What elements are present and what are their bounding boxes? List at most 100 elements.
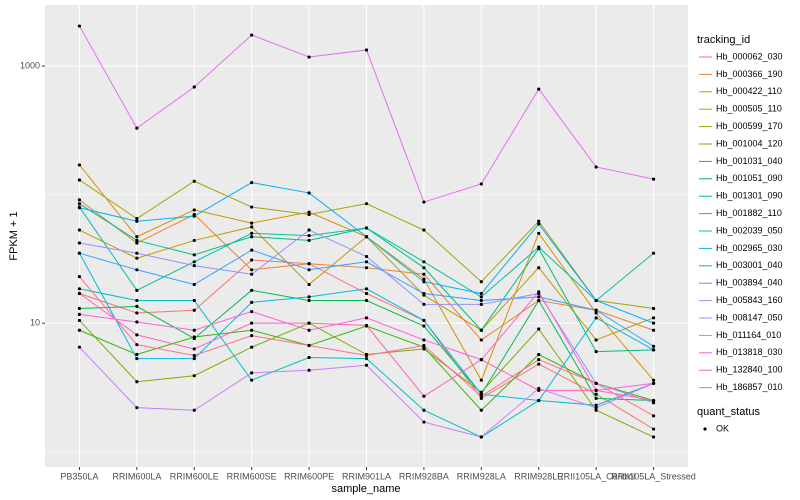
data-point — [651, 316, 656, 320]
data-point — [77, 206, 82, 210]
data-point — [307, 295, 311, 299]
x-tick-label: RRIM600SE — [227, 471, 277, 481]
data-point — [77, 328, 82, 332]
data-point — [192, 328, 196, 332]
data-point — [422, 228, 426, 232]
y-tick-label: 10 — [30, 318, 40, 328]
data-point — [250, 345, 254, 349]
data-point — [594, 403, 598, 407]
data-point — [594, 381, 598, 385]
data-point — [135, 320, 139, 324]
x-tick-label: RRIM928BA — [399, 471, 449, 481]
legend-label: Hb_013818_030 — [716, 347, 783, 357]
data-point — [192, 353, 196, 358]
x-tick-label: RRIM928LA — [457, 471, 506, 481]
legend-label: Hb_001301_090 — [716, 191, 783, 201]
data-point — [77, 251, 82, 255]
data-point — [364, 353, 369, 358]
data-point — [77, 318, 82, 323]
data-point — [77, 202, 82, 206]
data-point — [77, 275, 82, 279]
data-point — [192, 298, 196, 303]
legend-label: Hb_002965_030 — [716, 243, 783, 253]
data-point — [135, 217, 139, 221]
y-axis-title: FPKM + 1 — [8, 211, 20, 260]
data-point — [77, 287, 82, 291]
data-point — [364, 363, 369, 367]
data-point — [422, 324, 426, 328]
data-point — [537, 219, 541, 223]
legend-label: Hb_000599_170 — [716, 121, 783, 131]
legend-label: Hb_001031_040 — [716, 156, 783, 166]
data-point — [192, 264, 196, 268]
data-point — [364, 316, 369, 320]
legend-label: Hb_003001_040 — [716, 260, 783, 270]
data-point — [192, 374, 196, 378]
data-point — [135, 251, 139, 255]
data-point — [537, 298, 541, 303]
data-point — [364, 48, 369, 52]
legend-label: Hb_132840_100 — [716, 365, 783, 375]
data-point — [537, 358, 541, 362]
data-point — [364, 298, 369, 303]
y-tick-label: 1000 — [20, 60, 40, 70]
data-point — [135, 380, 139, 384]
data-point — [594, 298, 598, 303]
data-point — [307, 268, 311, 272]
data-point — [250, 371, 254, 375]
data-point — [594, 308, 598, 312]
data-point — [537, 295, 541, 299]
data-point — [479, 291, 483, 296]
data-point — [307, 210, 311, 214]
data-point — [77, 241, 82, 245]
data-point — [422, 302, 426, 306]
data-point — [422, 343, 426, 348]
data-point — [77, 24, 82, 28]
data-point — [537, 327, 541, 331]
x-tick-label: RRIM600LE — [170, 471, 219, 481]
data-point — [135, 241, 139, 245]
data-point — [135, 235, 139, 239]
data-point — [250, 235, 254, 239]
data-point — [77, 306, 82, 311]
data-point — [651, 306, 656, 311]
data-point — [135, 268, 139, 272]
legend-label: Hb_000366_190 — [716, 69, 783, 79]
data-point — [307, 282, 311, 287]
data-point — [192, 253, 196, 257]
data-point — [651, 378, 656, 382]
data-point — [250, 378, 254, 382]
data-point — [364, 202, 369, 206]
data-point — [135, 219, 139, 223]
data-point — [594, 350, 598, 354]
data-point — [135, 333, 139, 337]
data-point — [77, 198, 82, 202]
data-point — [192, 308, 196, 312]
data-point — [250, 248, 254, 252]
data-point — [364, 291, 369, 296]
data-point — [307, 355, 311, 360]
x-tick-label: RRIM928LE — [514, 471, 563, 481]
data-point — [364, 254, 369, 259]
data-point — [135, 126, 139, 130]
data-point — [135, 288, 139, 292]
data-point — [651, 435, 656, 439]
legend-label: Hb_005843_160 — [716, 295, 783, 305]
data-point — [422, 394, 426, 398]
data-point — [192, 208, 196, 212]
legend-label: Hb_008147_050 — [716, 312, 783, 322]
data-point — [537, 245, 541, 249]
data-point — [250, 272, 254, 276]
data-point — [192, 356, 196, 361]
data-point — [422, 200, 426, 204]
data-point — [77, 312, 82, 316]
data-point — [192, 238, 196, 243]
data-point — [77, 291, 82, 296]
data-point — [135, 304, 139, 308]
data-point — [651, 328, 656, 332]
data-point — [77, 178, 82, 182]
data-point — [307, 298, 311, 303]
data-point — [422, 280, 426, 284]
data-point — [479, 295, 483, 299]
data-point — [422, 408, 426, 412]
